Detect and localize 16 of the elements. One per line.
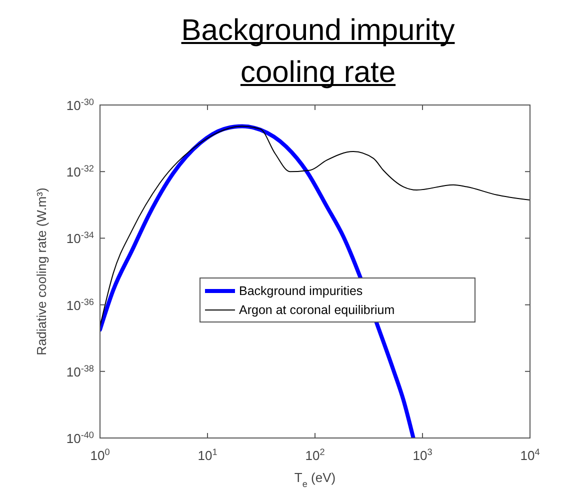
x-tick-label: 10$^{4}$ xyxy=(520,447,540,463)
y-tick-label: 10$^{-36}$ xyxy=(66,296,94,313)
legend-label: Background impurities xyxy=(239,284,363,298)
y-axis-title: Radiative cooling rate (W.m³) xyxy=(34,188,49,356)
y-tick-label: 10$^{-30}$ xyxy=(66,97,94,113)
x-tick-label: 10$^{3}$ xyxy=(412,447,432,463)
x-tick-label: 10$^{0}$ xyxy=(90,447,110,463)
x-tick-label: 10$^{2}$ xyxy=(305,447,325,463)
chart-title: Background impurity cooling rate xyxy=(181,14,455,89)
x-tick-label: 10$^{1}$ xyxy=(198,447,218,463)
x-axis-title: T$_{e}$ (eV) xyxy=(294,470,336,489)
y-tick-label: 10$^{-38}$ xyxy=(66,363,94,380)
y-tick-label: 10$^{-34}$ xyxy=(66,230,94,246)
y-tick-label: 10$^{-32}$ xyxy=(66,164,94,180)
legend-label: Argon at coronal equilibrium xyxy=(239,303,395,317)
y-tick-label: 10$^{-40}$ xyxy=(66,430,94,446)
